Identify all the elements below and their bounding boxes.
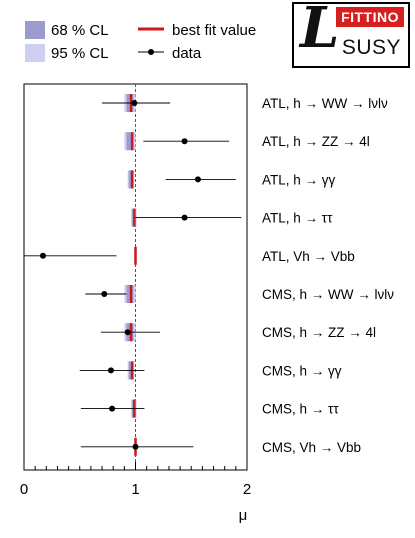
x-tick-label-0: 0	[20, 481, 28, 498]
band-68cl-1	[126, 132, 134, 151]
legend-95cl-swatch	[25, 44, 45, 62]
legend-data-swatch-dot	[148, 49, 154, 55]
data-point-9	[132, 443, 139, 450]
channel-label-2: ATL, h → γγ	[262, 172, 336, 187]
channel-label-3: ATL, h → ττ	[262, 211, 333, 226]
data-point-6	[124, 329, 131, 336]
legend-68cl-swatch	[25, 21, 45, 39]
x-tick-label-2: 2	[243, 481, 251, 498]
data-point-5	[101, 291, 108, 297]
channel-label-9: CMS, Vh → Vbb	[262, 440, 361, 455]
channel-label-7: CMS, h → γγ	[262, 363, 342, 378]
logo-fittino-text: FITTINO	[336, 7, 404, 27]
legend: 68 % CL 95 % CL best fit value data	[25, 21, 256, 62]
channel-label-8: CMS, h → ττ	[262, 402, 339, 417]
data-point-0	[131, 100, 138, 106]
channel-label-1: ATL, h → ZZ → 4l	[262, 134, 370, 149]
channel-label-5: CMS, h → WW → lνlν	[262, 287, 394, 302]
data-point-7	[107, 367, 114, 374]
channel-label-4: ATL, Vh → Vbb	[262, 249, 355, 264]
data-point-2	[194, 176, 201, 183]
data-point-3	[181, 214, 188, 221]
legend-data-label: data	[172, 45, 202, 62]
x-tick-label-1: 1	[131, 481, 139, 498]
channel-label-0: ATL, h → WW → lνlν	[262, 96, 388, 111]
legend-68cl-label: 68 % CL	[51, 22, 109, 39]
data-point-4	[39, 252, 46, 259]
x-axis-label: μ	[239, 507, 248, 524]
logo-susy-text: SUSY	[341, 36, 401, 59]
legend-95cl-label: 95 % CL	[51, 45, 109, 62]
channel-label-6: CMS, h → ZZ → 4l	[262, 325, 376, 340]
data-point-8	[109, 405, 116, 412]
logo-script-letter: L	[300, 0, 340, 61]
plot-area: 0 1 2 μ ATL, h → WW → lνlν ATL, h → ZZ → 4l AT…	[20, 83, 394, 524]
fittino-logo: L FITTINO SUSY	[292, 0, 410, 68]
legend-best-fit-label: best fit value	[172, 22, 256, 39]
data-point-1	[181, 138, 188, 145]
